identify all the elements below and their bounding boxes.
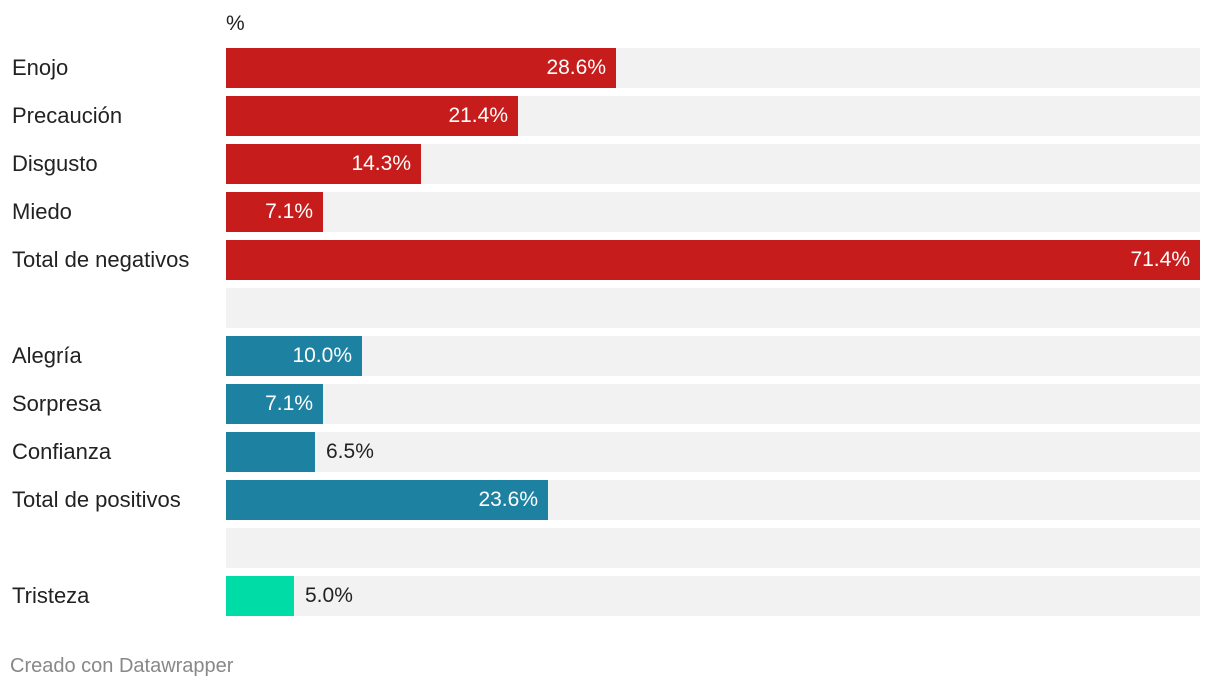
bar-track bbox=[226, 384, 1200, 424]
value-label: 14.3% bbox=[351, 152, 411, 175]
value-label: 71.4% bbox=[1130, 248, 1190, 271]
value-label: 21.4% bbox=[448, 104, 508, 127]
bar-track bbox=[226, 288, 1200, 328]
bar bbox=[226, 336, 362, 376]
bar bbox=[226, 96, 518, 136]
bar bbox=[226, 144, 421, 184]
bar bbox=[226, 240, 1200, 280]
bar-track bbox=[226, 576, 1200, 616]
value-label: 7.1% bbox=[265, 392, 313, 415]
value-label: 5.0% bbox=[305, 584, 353, 607]
value-label: 10.0% bbox=[292, 344, 352, 367]
bar-track bbox=[226, 336, 1200, 376]
value-label: 6.5% bbox=[326, 440, 374, 463]
category-label: Miedo bbox=[12, 199, 72, 224]
category-label: Tristeza bbox=[12, 583, 90, 608]
bar bbox=[226, 576, 294, 616]
category-label: Total de negativos bbox=[12, 247, 190, 272]
category-label: Enojo bbox=[12, 55, 69, 80]
bar-track bbox=[226, 528, 1200, 568]
bar bbox=[226, 48, 616, 88]
category-label: Total de positivos bbox=[12, 487, 181, 512]
category-label: Alegría bbox=[12, 343, 82, 368]
category-label: Disgusto bbox=[12, 151, 98, 176]
bar-track bbox=[226, 192, 1200, 232]
category-label: Sorpresa bbox=[12, 391, 102, 416]
category-label: Confianza bbox=[12, 439, 112, 464]
bar bbox=[226, 480, 548, 520]
category-label: Precaución bbox=[12, 103, 123, 128]
bar bbox=[226, 192, 323, 232]
bar bbox=[226, 432, 315, 472]
value-label: 7.1% bbox=[265, 200, 313, 223]
unit-label: % bbox=[226, 12, 245, 35]
footer-credit: Creado con Datawrapper bbox=[10, 655, 234, 677]
bar-track bbox=[226, 432, 1200, 472]
value-label: 28.6% bbox=[546, 56, 606, 79]
bar bbox=[226, 384, 323, 424]
value-label: 23.6% bbox=[478, 488, 538, 511]
